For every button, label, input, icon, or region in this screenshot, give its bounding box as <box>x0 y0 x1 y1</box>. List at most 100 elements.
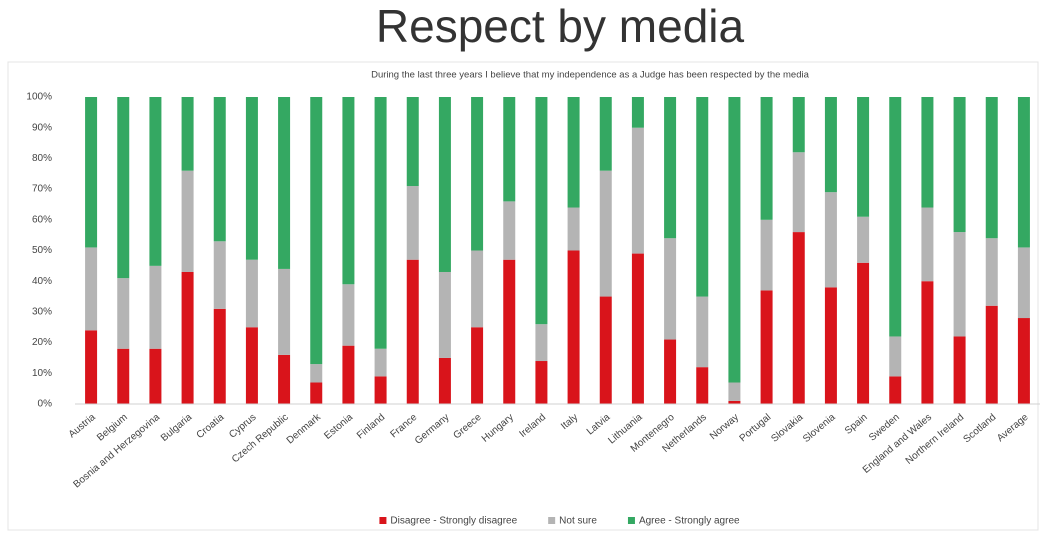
bar-segment <box>728 382 741 401</box>
bar-segment <box>374 348 387 377</box>
bar-segment <box>213 97 226 242</box>
bar-segment <box>181 271 194 404</box>
bar-segment <box>374 97 387 349</box>
bar-segment <box>696 97 709 297</box>
bar-segment <box>1017 97 1030 248</box>
bar-segment <box>503 201 516 260</box>
legend-marker <box>379 517 387 524</box>
bar-segment <box>245 327 258 404</box>
bar-segment <box>889 97 902 337</box>
bar-segment <box>696 296 709 368</box>
bar-segment <box>664 339 677 404</box>
bar-segment <box>310 364 323 383</box>
bar-segment <box>599 170 612 297</box>
bar-segment <box>310 97 323 365</box>
bar-segment <box>278 268 291 355</box>
bar-segment <box>857 262 870 404</box>
bar-segment <box>149 348 162 404</box>
bar-segment <box>438 97 451 272</box>
bar-segment <box>567 97 580 208</box>
y-tick-label: 10% <box>32 368 52 379</box>
bar-segment <box>664 97 677 239</box>
legend-label: Agree - Strongly agree <box>639 516 740 527</box>
bar-segment <box>85 247 98 331</box>
bar-segment <box>696 367 709 404</box>
y-tick-label: 70% <box>32 184 52 195</box>
bar-segment <box>374 376 387 404</box>
bar-segment <box>792 232 805 404</box>
bar-segment <box>342 97 355 285</box>
bar-segment <box>760 290 773 404</box>
y-tick-label: 30% <box>32 307 52 318</box>
bar-segment <box>857 216 870 263</box>
bar-segment <box>117 278 130 349</box>
bar-segment <box>535 361 548 404</box>
bar-segment <box>664 238 677 340</box>
bar-segment <box>599 97 612 171</box>
bar-segment <box>599 296 612 404</box>
bar-segment <box>857 97 870 217</box>
y-tick-label: 20% <box>32 337 52 348</box>
bar-segment <box>889 336 902 377</box>
legend-marker <box>627 517 635 524</box>
bar-segment <box>985 97 998 239</box>
bar-segment <box>985 238 998 306</box>
bar-segment <box>792 97 805 153</box>
legend-marker <box>548 517 556 524</box>
bar-segment <box>245 97 258 260</box>
bar-segment <box>567 250 580 404</box>
bar-segment <box>889 376 902 404</box>
legend-label: Disagree - Strongly disagree <box>390 516 517 527</box>
bar-segment <box>149 265 162 349</box>
bar-segment <box>149 97 162 266</box>
bar-segment <box>117 348 130 404</box>
bar-segment <box>213 308 226 404</box>
bar-segment <box>728 97 741 383</box>
bar-segment <box>117 97 130 279</box>
bar-segment <box>567 207 580 251</box>
bar-segment <box>921 281 934 404</box>
bar-segment <box>824 192 837 288</box>
bar-segment <box>1017 318 1030 404</box>
bar-segment <box>728 400 741 404</box>
bar-segment <box>631 253 644 404</box>
y-tick-label: 50% <box>32 245 52 256</box>
bar-segment <box>985 305 998 404</box>
bar-segment <box>824 287 837 404</box>
bar-segment <box>792 152 805 233</box>
bar-segment <box>921 207 934 282</box>
bar-segment <box>921 97 934 208</box>
bar-segment <box>342 345 355 404</box>
bar-segment <box>1017 247 1030 319</box>
y-tick-label: 60% <box>32 214 52 225</box>
bar-segment <box>760 97 773 220</box>
bar-segment <box>503 259 516 404</box>
y-tick-label: 100% <box>26 92 52 103</box>
chart-title: Respect by media <box>376 0 745 52</box>
bar-segment <box>85 330 98 404</box>
bar-segment <box>535 324 548 362</box>
bar-segment <box>85 97 98 248</box>
bar-segment <box>213 241 226 309</box>
bar-segment <box>503 97 516 202</box>
bar-segment <box>760 219 773 291</box>
bar-segment <box>953 97 966 233</box>
bar-segment <box>245 259 258 328</box>
bar-segment <box>631 97 644 128</box>
y-tick-label: 0% <box>38 399 53 410</box>
bar-segment <box>278 354 291 404</box>
bar-segment <box>471 97 484 251</box>
bar-segment <box>342 284 355 346</box>
bar-segment <box>471 250 484 328</box>
bar-segment <box>181 170 194 272</box>
bar-segment <box>438 357 451 404</box>
bar-segment <box>631 127 644 254</box>
bar-segment <box>953 232 966 337</box>
bar-segment <box>278 97 291 269</box>
bar-segment <box>438 271 451 358</box>
legend-label: Not sure <box>559 516 597 527</box>
y-tick-label: 80% <box>32 153 52 164</box>
bar-segment <box>471 327 484 404</box>
